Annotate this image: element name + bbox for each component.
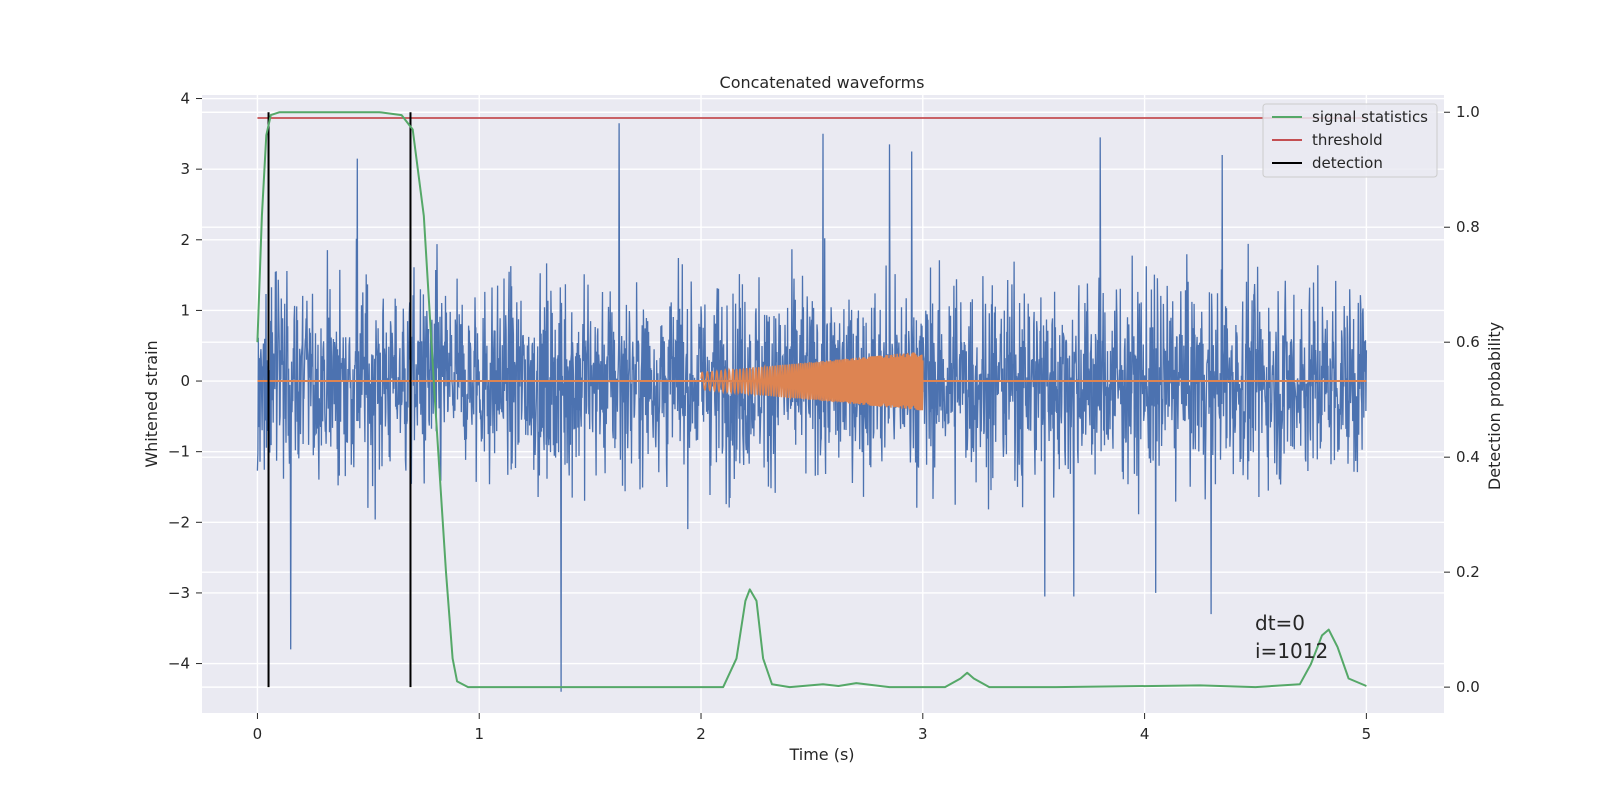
y-tick-left-label: 2 <box>180 231 190 249</box>
annotation: dt=0 i=1012 <box>1255 611 1328 663</box>
x-tick-label: 2 <box>696 725 706 743</box>
y-tick-left-label: 4 <box>180 90 190 108</box>
waveform-chirp <box>700 352 924 411</box>
y-tick-left-label: 0 <box>180 372 190 390</box>
y-tick-right-label: 1.0 <box>1456 103 1480 121</box>
x-tick-label: 5 <box>1362 725 1372 743</box>
y-tick-right-label: 0.4 <box>1456 448 1480 466</box>
y-tick-left-label: 1 <box>180 301 190 319</box>
y-tick-right-label: 0.6 <box>1456 333 1480 351</box>
legend-label-signal-statistics: signal statistics <box>1312 108 1428 126</box>
legend-label-detection: detection <box>1312 154 1383 172</box>
annotation-dt: dt=0 <box>1255 611 1305 635</box>
y-tick-right-label: 0.8 <box>1456 218 1480 236</box>
y-tick-left-label: −1 <box>168 443 190 461</box>
x-tick-label: 0 <box>253 725 263 743</box>
signal-statistics-series <box>256 111 1367 689</box>
chart-title: Concatenated waveforms <box>720 73 925 92</box>
x-tick-label: 3 <box>918 725 928 743</box>
x-axis-label: Time (s) <box>788 745 854 764</box>
legend-box <box>1262 103 1438 178</box>
y-tick-left-label: −4 <box>168 655 190 673</box>
y-tick-right-label: 0.0 <box>1456 678 1480 696</box>
y-tick-right-label: 0.2 <box>1456 563 1480 581</box>
x-tick-label: 4 <box>1140 725 1150 743</box>
y-tick-left-label: 3 <box>180 160 190 178</box>
x-tick-label: 1 <box>474 725 484 743</box>
legend: signal statistics threshold detection <box>1262 103 1438 178</box>
y-tick-left-label: −2 <box>168 513 190 531</box>
legend-label-threshold: threshold <box>1312 131 1383 149</box>
annotation-i: i=1012 <box>1255 639 1328 663</box>
y-axis-right-label: Detection probability <box>1485 322 1504 490</box>
y-axis-left-label: Whitened strain <box>142 340 161 467</box>
y-tick-left-label: −3 <box>168 584 190 602</box>
